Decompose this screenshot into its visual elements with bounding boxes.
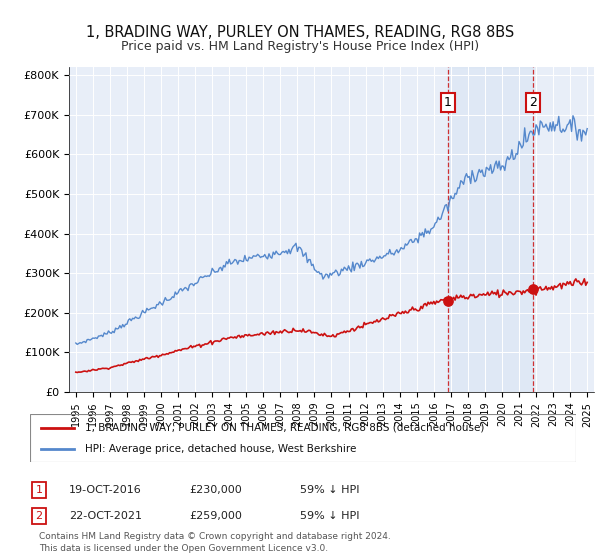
Text: £230,000: £230,000 <box>189 485 242 495</box>
Text: 59% ↓ HPI: 59% ↓ HPI <box>300 511 359 521</box>
Text: 1, BRADING WAY, PURLEY ON THAMES, READING, RG8 8BS (detached house): 1, BRADING WAY, PURLEY ON THAMES, READIN… <box>85 423 484 433</box>
Text: 22-OCT-2021: 22-OCT-2021 <box>69 511 142 521</box>
Text: 59% ↓ HPI: 59% ↓ HPI <box>300 485 359 495</box>
Text: 19-OCT-2016: 19-OCT-2016 <box>69 485 142 495</box>
Text: 1: 1 <box>35 485 43 495</box>
Text: Contains HM Land Registry data © Crown copyright and database right 2024.
This d: Contains HM Land Registry data © Crown c… <box>39 532 391 553</box>
Text: 2: 2 <box>529 96 537 109</box>
Bar <box>448 67 533 392</box>
Point <box>529 285 538 294</box>
Text: 1: 1 <box>444 96 452 109</box>
Text: 2: 2 <box>35 511 43 521</box>
Text: Price paid vs. HM Land Registry's House Price Index (HPI): Price paid vs. HM Land Registry's House … <box>121 40 479 53</box>
Text: £259,000: £259,000 <box>189 511 242 521</box>
Text: 1, BRADING WAY, PURLEY ON THAMES, READING, RG8 8BS: 1, BRADING WAY, PURLEY ON THAMES, READIN… <box>86 25 514 40</box>
Point <box>443 296 453 305</box>
Text: HPI: Average price, detached house, West Berkshire: HPI: Average price, detached house, West… <box>85 444 356 454</box>
